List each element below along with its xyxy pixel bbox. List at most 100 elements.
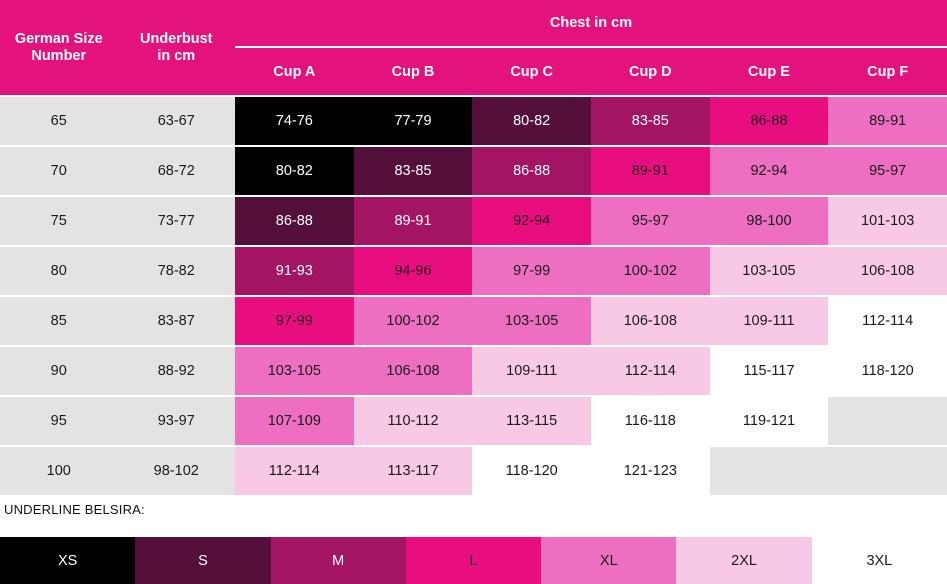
underbust-cell: 63-67 [117,97,235,145]
empty-cell [828,397,947,445]
column-header-underbust-line2: in cm [157,47,196,64]
cup-header-cup-c: Cup C [510,63,553,80]
size-row-65: 65 63-67 74-76 77-79 80-82 83-85 86-88 89-91 [0,97,947,145]
chest-range-cell: 86-88 [709,97,829,145]
legend-item-xl: XL [541,537,677,584]
chest-range-cell: 74-76 [235,97,354,145]
chest-range-cell: 77-79 [353,97,473,145]
chest-range-cell: 89-91 [590,147,710,195]
chest-range-cell: 118-120 [828,347,947,395]
underbust-cell: 73-77 [117,197,235,245]
cup-header-cup-d: Cup D [628,63,672,80]
chest-range-cell: 113-115 [472,397,591,445]
chest-range-cell: 112-114 [828,297,947,345]
chest-range-cell: 103-105 [709,247,829,295]
chest-range-cell: 115-117 [709,347,829,395]
chest-range-cell: 95-97 [828,147,947,195]
size-row-70: 70 68-72 80-82 83-85 86-88 89-91 92-94 95-97 [0,147,947,195]
chest-range-cell: 106-108 [590,297,710,345]
chest-range-cell: 103-105 [235,347,354,395]
chest-range-cell: 80-82 [235,147,354,195]
chest-range-cell: 109-111 [709,297,829,345]
chest-range-cell: 91-93 [235,247,354,295]
german-size-cell: 70 [0,147,118,195]
chest-range-cell: 92-94 [472,197,591,245]
chest-range-cell: 83-85 [353,147,473,195]
chest-range-cell: 112-114 [590,347,710,395]
chest-range-cell: 89-91 [828,97,947,145]
legend-item-3xl: 3XL [811,537,947,584]
chest-range-cell: 116-118 [590,397,710,445]
chest-range-cell: 86-88 [235,197,354,245]
chest-range-cell: 95-97 [590,197,710,245]
chest-range-cell: 92-94 [709,147,829,195]
german-size-cell: 80 [0,247,118,295]
size-row-100: 100 98-102 112-114 113-117 118-120 121-123 [0,447,947,495]
chest-range-cell: 103-105 [472,297,591,345]
chest-range-cell: 97-99 [472,247,591,295]
underbust-cell: 68-72 [117,147,235,195]
column-header-german-size: German Size Number [0,0,118,95]
legend-item-2xl: 2XL [676,537,812,584]
chest-range-cell: 107-109 [235,397,354,445]
chest-range-cell: 109-111 [472,347,591,395]
chest-range-cell: 121-123 [590,447,710,495]
size-row-95: 95 93-97 107-109 110-112 113-115 116-118 119-1… [0,397,947,445]
chest-range-cell: 118-120 [472,447,591,495]
chest-range-cell: 112-114 [235,447,354,495]
chest-range-cell: 86-88 [472,147,591,195]
size-table-body: 65 63-67 74-76 77-79 80-82 83-85 86-88 89-91 70 6… [0,95,947,495]
german-size-cell: 75 [0,197,118,245]
column-header-german-size-line2: Number [31,47,87,64]
legend-item-m: M [270,537,406,584]
size-row-80: 80 78-82 91-93 94-96 97-99 100-102 103-105 106-… [0,247,947,295]
legend-item-xs: XS [0,537,136,584]
cup-header-cup-f: Cup F [867,63,909,80]
chart-header: German Size Number Underbust in cm Chest… [0,0,947,95]
legend-item-l: L [405,537,542,584]
cup-header-cup-e: Cup E [748,63,790,80]
cup-header-row: Cup A Cup B Cup C Cup D Cup E Cup F [235,48,947,95]
underbust-cell: 93-97 [117,397,235,445]
german-size-cell: 100 [0,447,118,495]
chest-range-cell: 98-100 [709,197,829,245]
chest-header-group: Chest in cm Cup A Cup B Cup C Cup D Cup E Cup… [235,0,947,95]
size-row-75: 75 73-77 86-88 89-91 92-94 95-97 98-100 101-103 [0,197,947,245]
chest-range-cell: 97-99 [235,297,354,345]
chest-range-cell: 119-121 [709,397,829,445]
chest-range-cell: 89-91 [353,197,473,245]
chest-range-cell: 113-117 [353,447,473,495]
german-size-cell: 65 [0,97,118,145]
german-size-cell: 85 [0,297,118,345]
cup-header-cup-b: Cup B [391,63,435,80]
german-size-cell: 95 [0,397,118,445]
empty-cell [828,447,947,495]
chest-range-cell: 100-102 [590,247,710,295]
german-size-cell: 90 [0,347,118,395]
underbust-cell: 83-87 [117,297,235,345]
chest-range-cell: 100-102 [353,297,473,345]
legend-caption: UNDERLINE BELSIRA: [4,502,145,517]
underbust-cell: 88-92 [117,347,235,395]
underbust-cell: 78-82 [117,247,235,295]
chest-range-cell: 80-82 [472,97,591,145]
legend-item-s: S [135,537,271,584]
column-header-underbust-line1: Underbust [140,30,213,47]
chest-divider-line [235,46,947,48]
chest-title: Chest in cm [549,15,633,31]
chest-range-cell: 94-96 [353,247,473,295]
chest-range-cell: 110-112 [353,397,473,445]
cup-header-cup-a: Cup A [273,63,316,80]
size-row-85: 85 83-87 97-99 100-102 103-105 106-108 109-111… [0,297,947,345]
chest-range-cell: 101-103 [828,197,947,245]
column-header-underbust: Underbust in cm [118,0,236,95]
size-row-90: 90 88-92 103-105 106-108 109-111 112-114 115-1… [0,347,947,395]
chest-range-cell: 106-108 [828,247,947,295]
empty-cell [709,447,829,495]
size-legend: XS S M L XL 2XL 3XL [0,537,947,584]
column-header-german-size-line1: German Size [14,30,103,47]
underbust-cell: 98-102 [117,447,235,495]
chest-range-cell: 106-108 [353,347,473,395]
chest-range-cell: 83-85 [590,97,710,145]
